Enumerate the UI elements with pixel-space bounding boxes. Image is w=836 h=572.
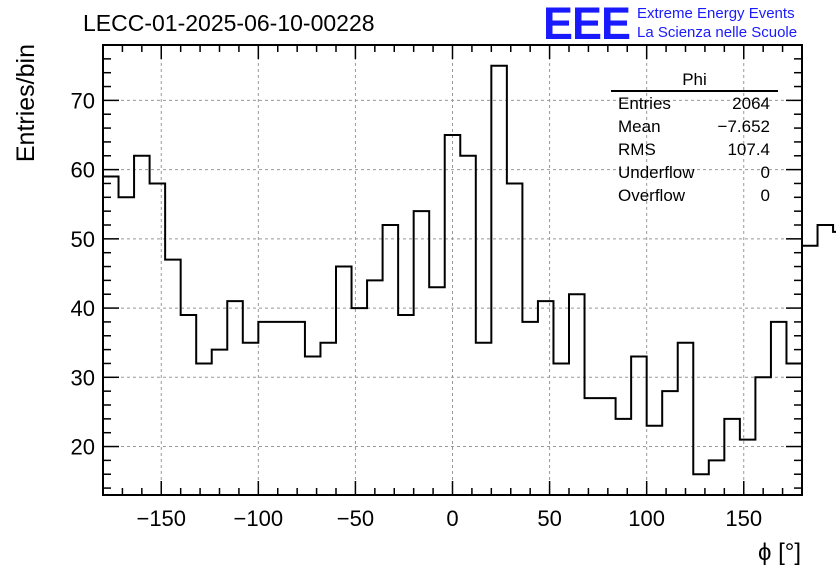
eee-logo-line2: La Scienza nelle Scuole xyxy=(637,24,798,41)
histogram-bin xyxy=(476,343,492,495)
eee-logo-mark: EEE xyxy=(543,0,631,49)
stats-label: Entries xyxy=(618,94,671,113)
y-tick-label: 20 xyxy=(71,435,95,460)
histogram-bin xyxy=(196,363,212,495)
histogram-bin xyxy=(414,211,430,495)
histogram-bin xyxy=(367,280,383,495)
y-axis-label: Entries/bin xyxy=(12,44,40,162)
stats-box: Phi Entries 2064 Mean −7.652 RMS 107.4 U… xyxy=(611,70,778,208)
histogram-bin xyxy=(243,343,259,495)
histogram-bin xyxy=(802,246,818,495)
histogram-bin xyxy=(134,156,150,495)
histogram-bin xyxy=(398,315,414,495)
histogram-bin xyxy=(818,225,834,495)
histogram-bin xyxy=(616,419,632,495)
histogram-bin xyxy=(755,377,771,495)
histogram-bin xyxy=(352,308,368,495)
stats-row-underflow: Underflow 0 xyxy=(611,162,778,185)
histogram-bin xyxy=(336,267,352,495)
histogram-bin xyxy=(165,260,181,495)
histogram-bin xyxy=(693,474,709,495)
histogram-bin xyxy=(212,350,228,495)
stats-value: 0 xyxy=(760,186,770,205)
histogram-bin xyxy=(600,398,616,495)
y-tick-label: 60 xyxy=(71,158,95,183)
stats-row-rms: RMS 107.4 xyxy=(611,139,778,162)
histogram-bin xyxy=(585,398,601,495)
histogram-bin xyxy=(429,287,445,495)
run-title: LECC-01-2025-06-10-00228 xyxy=(83,10,375,36)
histogram-bin xyxy=(289,322,305,495)
histogram-bin xyxy=(258,322,274,495)
stats-title: Phi xyxy=(682,70,707,89)
histogram-bin xyxy=(445,135,461,495)
y-tick-label: 40 xyxy=(71,296,95,321)
x-tick-label: 100 xyxy=(628,506,665,531)
histogram-bin xyxy=(724,419,740,495)
histogram-bin xyxy=(538,301,554,495)
stats-value: 107.4 xyxy=(727,140,770,159)
histogram-bin xyxy=(507,183,523,495)
histogram-bin xyxy=(771,322,787,495)
stats-label: Underflow xyxy=(618,163,695,182)
histogram-bin xyxy=(181,315,197,495)
stats-divider xyxy=(611,90,778,92)
eee-logo-text: Extreme Energy Events La Scienza nelle S… xyxy=(637,4,797,42)
histogram-bin xyxy=(119,197,135,495)
histogram-bin xyxy=(786,363,802,495)
histogram-bin xyxy=(740,440,756,495)
histogram-bin xyxy=(569,294,585,495)
stats-value: 0 xyxy=(760,163,770,182)
histogram-bin xyxy=(709,460,725,495)
x-tick-label: −50 xyxy=(337,506,374,531)
stats-row-mean: Mean −7.652 xyxy=(611,116,778,139)
histogram-bin xyxy=(631,357,647,495)
histogram-bin xyxy=(227,301,243,495)
histogram-bin xyxy=(305,357,321,495)
y-tick-label: 70 xyxy=(71,88,95,113)
histogram-bin xyxy=(460,156,476,495)
histogram-bin xyxy=(383,225,399,495)
stats-label: Overflow xyxy=(618,186,686,205)
stats-label: Mean xyxy=(618,117,661,136)
x-tick-label: −100 xyxy=(234,506,284,531)
stats-label: RMS xyxy=(618,140,656,159)
histogram-bin xyxy=(274,322,290,495)
x-tick-label: 0 xyxy=(446,506,458,531)
x-tick-label: 50 xyxy=(537,506,561,531)
eee-logo-line1: Extreme Energy Events xyxy=(637,5,795,22)
stats-value: −7.652 xyxy=(717,117,770,136)
histogram-bin xyxy=(491,66,507,495)
histogram-bin xyxy=(553,363,569,495)
x-axis-label: ϕ [°] xyxy=(758,539,801,566)
histogram-bin xyxy=(662,391,678,495)
stats-value: 2064 xyxy=(732,94,770,113)
stats-row-entries: Entries 2064 xyxy=(611,93,778,116)
histogram-bin xyxy=(647,426,663,495)
histogram-series-line xyxy=(103,64,836,476)
histogram-bin xyxy=(678,343,694,495)
x-tick-label: 150 xyxy=(725,506,762,531)
stats-row-overflow: Overflow 0 xyxy=(611,185,778,208)
histogram-bin xyxy=(150,183,166,495)
y-tick-label: 30 xyxy=(71,365,95,390)
y-tick-label: 50 xyxy=(71,227,95,252)
x-tick-label: −150 xyxy=(136,506,186,531)
histogram-bin xyxy=(522,322,538,495)
histogram-bin xyxy=(320,343,336,495)
